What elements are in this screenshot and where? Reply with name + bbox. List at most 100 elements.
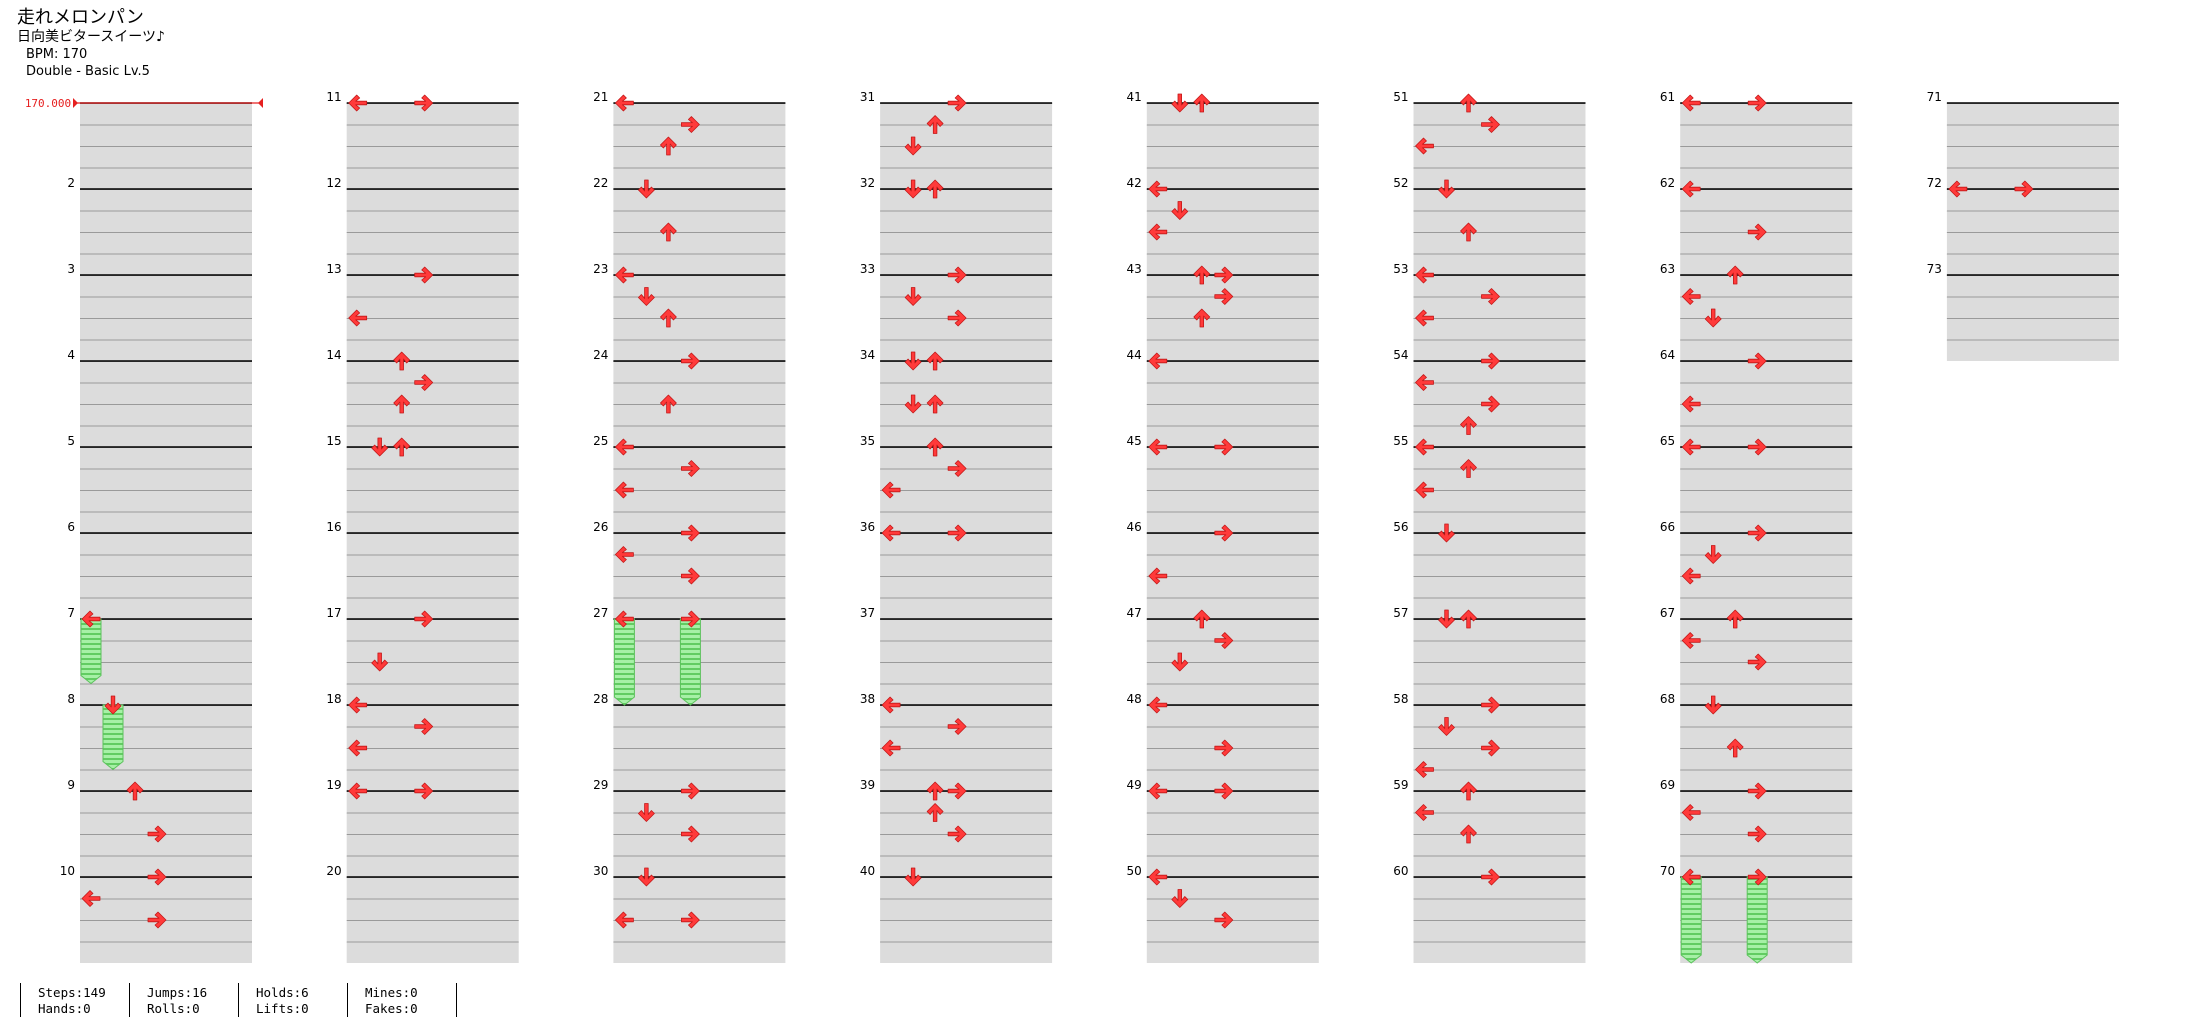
arrow-right-icon bbox=[1214, 911, 1234, 929]
arrow-left-icon bbox=[1148, 438, 1168, 456]
beat-band bbox=[1146, 232, 1319, 254]
beat-band bbox=[1146, 426, 1319, 447]
arrow-down-icon bbox=[1171, 889, 1189, 908]
arrow-left-icon bbox=[1681, 632, 1701, 649]
arrow-right-icon bbox=[1481, 116, 1500, 133]
arrow-right-icon bbox=[1214, 288, 1234, 305]
arrow-left-icon bbox=[881, 696, 901, 714]
beat-band bbox=[1413, 361, 1586, 383]
measure-number: 37 bbox=[860, 606, 875, 620]
arrow-right-icon bbox=[1747, 223, 1767, 241]
measure-22: 22 bbox=[593, 176, 786, 275]
arrow-right-icon bbox=[681, 610, 700, 628]
arrow-right-icon bbox=[1747, 94, 1767, 112]
song-title: 走れメロンパン bbox=[17, 7, 144, 28]
bpm-marker-label: 170.000 bbox=[25, 97, 71, 110]
beat-band bbox=[613, 340, 786, 361]
beat-band bbox=[880, 813, 1053, 834]
beat-band bbox=[80, 211, 252, 232]
beat-band bbox=[613, 211, 786, 232]
measure-72: 72 bbox=[1927, 176, 2119, 275]
beat-band bbox=[1680, 297, 1853, 318]
beat-band bbox=[1413, 555, 1586, 576]
beat-band bbox=[80, 361, 252, 383]
measure-number: 72 bbox=[1927, 176, 1942, 190]
beat-band bbox=[346, 533, 519, 555]
measure-number: 4 bbox=[67, 348, 75, 362]
measure-number: 23 bbox=[593, 262, 608, 276]
arrow-right-icon bbox=[1747, 653, 1767, 671]
arrow-down-icon bbox=[638, 803, 655, 822]
steps-count: Steps:149 bbox=[38, 985, 106, 1000]
arrow-down-icon bbox=[1704, 695, 1722, 715]
arrow-down-icon bbox=[371, 652, 389, 672]
beat-band bbox=[80, 232, 252, 254]
beat-band bbox=[80, 598, 252, 619]
measure-68: 68 bbox=[1660, 692, 1853, 791]
measure-34: 34 bbox=[860, 348, 1053, 447]
measure-number: 59 bbox=[1393, 778, 1408, 792]
arrow-left-icon bbox=[1681, 94, 1701, 112]
measure-13: 13 bbox=[326, 262, 519, 361]
arrow-left-icon bbox=[1415, 137, 1434, 155]
beat-band bbox=[1146, 254, 1319, 275]
beat-band bbox=[613, 297, 786, 318]
measure-29: 29 bbox=[593, 778, 786, 877]
beat-band bbox=[880, 512, 1053, 533]
measure-number: 58 bbox=[1393, 692, 1408, 706]
arrow-left-icon bbox=[615, 546, 634, 563]
beat-band bbox=[1146, 404, 1319, 426]
arrow-right-icon bbox=[947, 825, 967, 843]
beat-band bbox=[880, 383, 1053, 404]
beat-band bbox=[1146, 146, 1319, 168]
beat-band bbox=[346, 318, 519, 340]
arrow-right-icon bbox=[1747, 825, 1767, 843]
measure-number: 70 bbox=[1660, 864, 1675, 878]
stats-end-divider bbox=[456, 983, 457, 1017]
beat-band bbox=[1413, 834, 1586, 856]
beat-band bbox=[613, 103, 786, 125]
arrow-left-icon bbox=[81, 890, 101, 907]
arrow-down-icon bbox=[1438, 717, 1455, 736]
beat-band bbox=[346, 211, 519, 232]
beat-band bbox=[80, 125, 252, 146]
beat-band bbox=[880, 340, 1053, 361]
beat-band bbox=[1680, 813, 1853, 834]
measure-51: 51 bbox=[1393, 90, 1586, 189]
arrow-down-icon bbox=[1171, 201, 1189, 220]
arrow-right-icon bbox=[1214, 739, 1234, 757]
beat-band bbox=[346, 125, 519, 146]
arrow-up-icon bbox=[393, 437, 411, 457]
beat-band bbox=[346, 297, 519, 318]
beat-band bbox=[1413, 469, 1586, 490]
beat-band bbox=[880, 361, 1053, 383]
rolls-count: Rolls:0 bbox=[147, 1001, 200, 1016]
measure-48: 48 bbox=[1127, 692, 1319, 791]
step-chart: 2345678910111213141516171819202122232425… bbox=[25, 90, 2119, 964]
beat-band bbox=[1413, 383, 1586, 404]
arrow-down-icon bbox=[1704, 308, 1722, 328]
bpm-start-marker bbox=[73, 98, 78, 108]
beat-band bbox=[880, 877, 1053, 899]
beat-band bbox=[80, 813, 252, 834]
beat-band bbox=[1680, 103, 1853, 125]
beat-band bbox=[1146, 512, 1319, 533]
arrow-right-icon bbox=[1747, 352, 1767, 370]
hold-body bbox=[679, 618, 701, 706]
beat-band bbox=[613, 813, 786, 834]
measure-number: 19 bbox=[326, 778, 341, 792]
arrow-up-icon bbox=[1726, 738, 1744, 758]
beat-band bbox=[1413, 877, 1586, 899]
beat-band bbox=[1146, 361, 1319, 383]
hold-body bbox=[102, 704, 124, 771]
measure-number: 8 bbox=[67, 692, 75, 706]
beat-band bbox=[1146, 727, 1319, 748]
beat-band bbox=[613, 791, 786, 813]
measure-66: 66 bbox=[1660, 520, 1853, 619]
arrow-right-icon bbox=[1214, 524, 1234, 542]
beat-band bbox=[346, 662, 519, 684]
beat-band bbox=[346, 598, 519, 619]
beat-band bbox=[1680, 232, 1853, 254]
measure-number: 29 bbox=[593, 778, 608, 792]
lifts-count: Lifts:0 bbox=[256, 1001, 309, 1016]
